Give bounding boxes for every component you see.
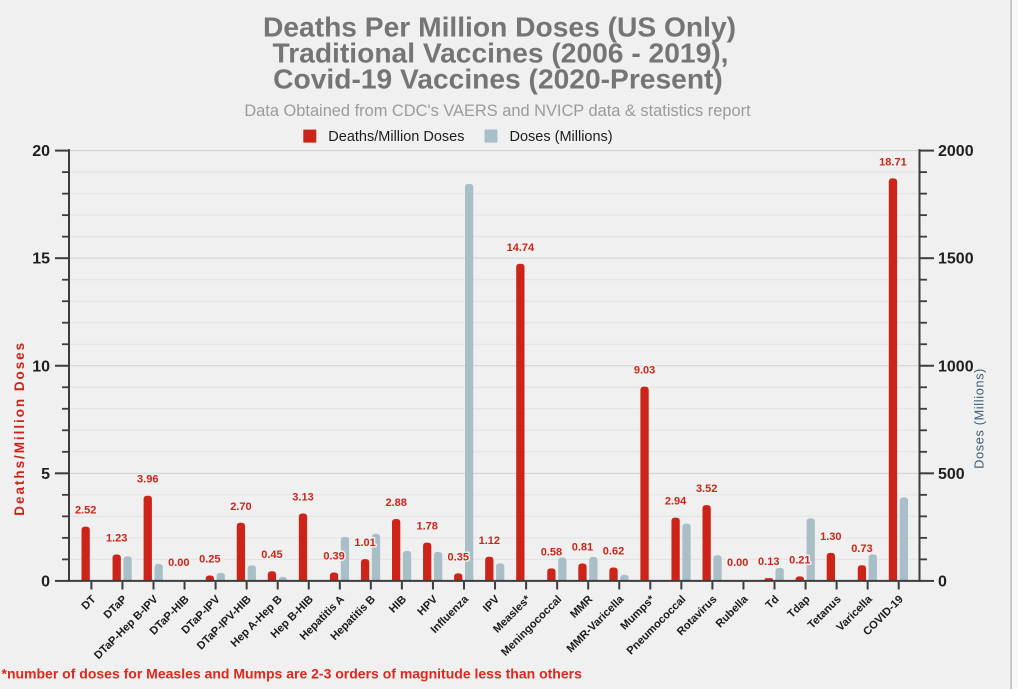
svg-text:0.13: 0.13: [758, 556, 779, 568]
svg-text:Deaths/Million Doses: Deaths/Million Doses: [12, 341, 27, 516]
svg-text:1.12: 1.12: [479, 535, 500, 547]
svg-text:0.25: 0.25: [199, 554, 220, 566]
svg-text:500: 500: [938, 466, 965, 483]
svg-text:1.01: 1.01: [354, 537, 375, 549]
svg-text:2.88: 2.88: [385, 497, 406, 509]
svg-text:10: 10: [32, 358, 50, 375]
svg-text:2.94: 2.94: [665, 496, 687, 508]
svg-text:18.71: 18.71: [879, 156, 907, 168]
svg-text:0.73: 0.73: [851, 543, 872, 555]
svg-text:14.74: 14.74: [507, 242, 535, 254]
svg-text:0.00: 0.00: [727, 557, 748, 569]
svg-text:0: 0: [938, 573, 947, 590]
svg-text:Deaths Per Million Doses (US O: Deaths Per Million Doses (US Only): [263, 11, 736, 43]
svg-text:2000: 2000: [938, 143, 974, 160]
svg-text:Data Obtained from CDC's VAERS: Data Obtained from CDC's VAERS and NVICP…: [244, 102, 751, 120]
svg-text:2.52: 2.52: [75, 505, 96, 517]
svg-text:1.23: 1.23: [106, 532, 127, 544]
svg-text:0.58: 0.58: [541, 546, 562, 558]
svg-text:3.13: 3.13: [292, 492, 313, 504]
svg-text:Covid-19 Vaccines (2020-Presen: Covid-19 Vaccines (2020-Present): [273, 63, 723, 95]
svg-text:5: 5: [41, 466, 50, 483]
svg-text:9.03: 9.03: [634, 365, 655, 377]
svg-text:Traditional Vaccines (2006 - 2: Traditional Vaccines (2006 - 2019),: [273, 37, 729, 69]
svg-text:1000: 1000: [938, 358, 974, 375]
svg-text:*number of doses for Measles a: *number of doses for Measles and Mumps a…: [2, 666, 583, 682]
svg-text:1.78: 1.78: [416, 521, 437, 533]
svg-text:15: 15: [32, 251, 50, 268]
svg-text:0.35: 0.35: [448, 551, 469, 563]
svg-text:2.70: 2.70: [230, 501, 251, 513]
svg-text:0.45: 0.45: [261, 549, 282, 561]
svg-text:1.30: 1.30: [820, 531, 841, 543]
svg-text:0: 0: [41, 573, 50, 590]
svg-text:20: 20: [32, 143, 50, 160]
svg-text:3.96: 3.96: [137, 474, 158, 486]
svg-text:0.62: 0.62: [603, 546, 624, 558]
svg-text:Doses (Millions): Doses (Millions): [510, 129, 613, 145]
svg-text:Deaths/Million Doses: Deaths/Million Doses: [328, 129, 464, 145]
svg-text:0.21: 0.21: [789, 554, 810, 566]
svg-text:3.52: 3.52: [696, 483, 717, 495]
svg-text:0.39: 0.39: [323, 551, 344, 563]
svg-text:1500: 1500: [938, 251, 974, 268]
svg-text:0.00: 0.00: [168, 557, 189, 569]
svg-text:Doses (Millions): Doses (Millions): [973, 368, 987, 469]
svg-text:0.81: 0.81: [572, 541, 593, 553]
